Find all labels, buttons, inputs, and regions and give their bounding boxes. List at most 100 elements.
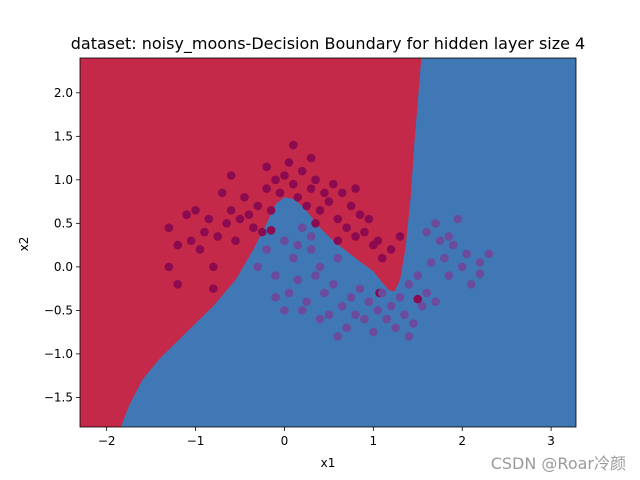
data-point	[440, 253, 449, 263]
data-point	[364, 214, 374, 224]
data-point	[346, 201, 356, 211]
y-tick-label: 1.5	[54, 129, 73, 143]
data-point	[262, 162, 271, 172]
data-point	[209, 284, 218, 293]
x-tick-label: −2	[98, 434, 116, 448]
data-point	[324, 197, 334, 206]
data-point	[355, 210, 365, 219]
data-point	[320, 188, 329, 198]
y-tick-label: 1.0	[54, 173, 73, 187]
data-point	[231, 236, 240, 246]
data-point	[386, 301, 396, 311]
data-point	[422, 227, 431, 237]
data-point	[466, 279, 476, 289]
data-point	[200, 227, 209, 237]
data-point	[475, 258, 485, 267]
data-point	[280, 236, 289, 246]
data-point	[257, 227, 267, 237]
data-point	[280, 306, 289, 315]
plot-frame	[79, 57, 577, 428]
data-point	[324, 310, 334, 320]
data-point	[315, 262, 325, 272]
data-point	[297, 166, 307, 176]
y-tick-label: −0.5	[44, 303, 73, 317]
data-point	[302, 201, 311, 211]
series-0	[164, 140, 423, 304]
data-point	[297, 223, 307, 233]
data-point	[444, 271, 454, 280]
data-point	[329, 279, 338, 289]
data-point	[222, 219, 231, 228]
y-axis-label: x2	[17, 237, 31, 252]
data-point	[431, 219, 440, 228]
data-point	[337, 301, 347, 311]
data-point	[400, 310, 409, 320]
data-point	[253, 262, 263, 272]
data-point	[280, 171, 289, 180]
data-point	[395, 232, 405, 241]
region-class-1	[120, 58, 576, 427]
data-point	[422, 288, 431, 298]
data-point	[355, 284, 365, 293]
data-point	[266, 205, 276, 215]
y-tick-label: −1.0	[44, 347, 73, 361]
x-tick-label: 3	[547, 434, 555, 448]
data-point	[311, 219, 320, 228]
data-point	[275, 188, 285, 198]
data-point	[333, 214, 343, 224]
data-point	[417, 301, 427, 311]
y-tick-label: 2.0	[54, 86, 73, 100]
data-point	[435, 236, 445, 246]
data-point	[271, 175, 280, 185]
data-point	[426, 258, 436, 267]
data-point	[311, 271, 320, 280]
y-tick-label: 0.5	[54, 216, 73, 230]
data-point	[306, 153, 316, 163]
data-point	[333, 253, 343, 263]
data-point	[360, 227, 369, 237]
x-tick-label: 2	[458, 434, 466, 448]
data-point	[475, 269, 485, 279]
y-axis: −1.5 −1.0 −0.5 0.0 0.5 1.0 1.5 2.0	[44, 86, 80, 404]
data-point	[351, 310, 360, 320]
data-point	[333, 332, 343, 341]
data-point	[262, 245, 271, 254]
data-point	[249, 223, 258, 233]
data-point	[311, 175, 320, 185]
data-point	[333, 236, 343, 246]
data-point	[329, 179, 338, 189]
data-point	[297, 306, 307, 315]
data-point	[320, 288, 329, 298]
data-point	[369, 327, 378, 337]
x-tick-label: −1	[187, 434, 205, 448]
data-point	[173, 279, 183, 289]
data-point	[342, 323, 351, 333]
data-point	[337, 188, 347, 198]
data-point	[289, 179, 298, 189]
watermark: CSDN @Roar冷颜	[491, 454, 626, 473]
data-point	[164, 223, 174, 233]
y-tick-label: 0.0	[54, 260, 73, 274]
data-point	[444, 232, 454, 241]
data-point	[191, 205, 200, 215]
data-point	[244, 210, 254, 219]
data-point	[373, 236, 383, 246]
data-point	[266, 226, 276, 235]
data-point	[302, 297, 311, 306]
data-point	[377, 253, 387, 263]
series-1	[253, 214, 494, 341]
data-point	[409, 319, 418, 328]
data-point	[195, 245, 205, 254]
data-point	[226, 205, 236, 215]
data-point	[293, 240, 303, 250]
data-point	[382, 314, 391, 324]
chart-title: dataset: noisy_moons-Decision Boundary f…	[71, 34, 585, 54]
data-point	[453, 214, 463, 224]
data-point	[164, 262, 174, 272]
data-point	[306, 245, 316, 254]
data-point	[271, 293, 280, 302]
data-point	[413, 271, 423, 280]
data-point	[431, 297, 440, 306]
y-tick-label: −1.5	[44, 390, 73, 404]
